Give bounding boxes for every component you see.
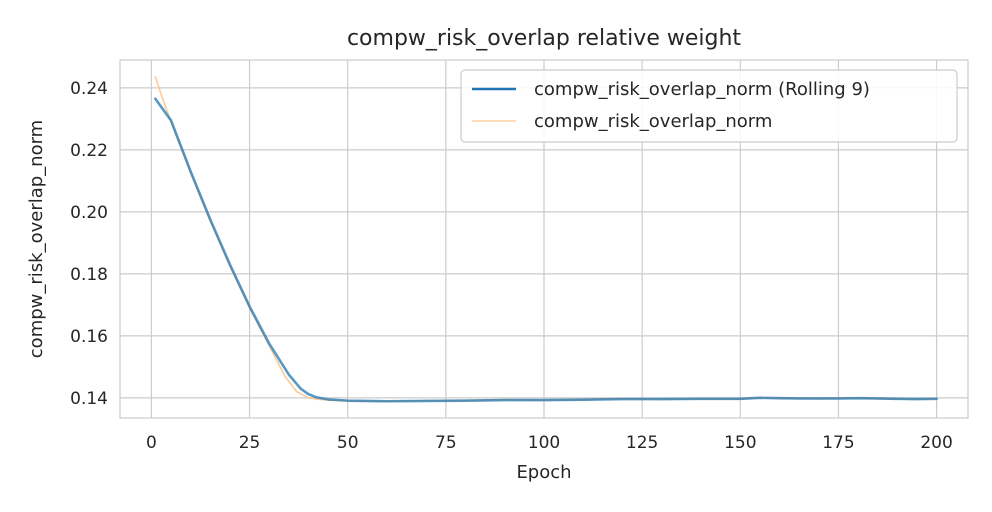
x-axis-label: Epoch <box>516 462 571 483</box>
legend: compw_risk_overlap_norm (Rolling 9) comp… <box>460 69 958 143</box>
x-tick-label: 150 <box>724 433 756 453</box>
series-line-rolling <box>154 97 938 403</box>
y-tick-label: 0.20 <box>70 203 108 223</box>
series-lines <box>154 76 938 403</box>
x-tick-label: 0 <box>146 433 157 453</box>
y-tick-label: 0.18 <box>70 265 108 285</box>
x-tick-label: 50 <box>337 433 359 453</box>
y-tick-label: 0.14 <box>70 389 108 409</box>
y-axis-label: compw_risk_overlap_norm <box>26 120 47 358</box>
x-tick-label: 100 <box>528 433 560 453</box>
legend-label-raw: compw_risk_overlap_norm <box>534 111 772 132</box>
x-tick-label: 25 <box>239 433 261 453</box>
x-tick-label: 175 <box>822 433 854 453</box>
y-tick-label: 0.24 <box>70 79 108 99</box>
legend-box <box>460 69 958 143</box>
x-tick-label: 125 <box>626 433 658 453</box>
x-tick-label: 75 <box>435 433 457 453</box>
y-tick-label: 0.22 <box>70 141 108 161</box>
x-tick-label: 200 <box>920 433 952 453</box>
y-tick-label: 0.16 <box>70 327 108 347</box>
chart-title: compw_risk_overlap relative weight <box>347 26 741 51</box>
plot-frame <box>119 59 969 419</box>
tick-labels: 0 25 50 75 100 125 150 175 200 0.14 0.16 0.18 0.20 0.… <box>70 79 953 453</box>
legend-label-rolling: compw_risk_overlap_norm (Rolling 9) <box>534 79 870 100</box>
